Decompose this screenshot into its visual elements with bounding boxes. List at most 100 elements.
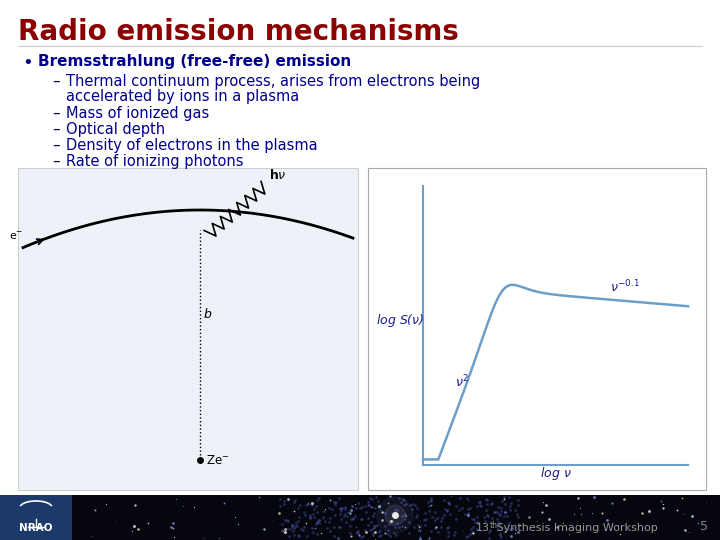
Point: [441, 505, 453, 514]
Point: [420, 515, 431, 523]
Point: [299, 508, 310, 517]
Point: [293, 513, 305, 522]
Point: [323, 503, 335, 512]
Point: [340, 503, 351, 512]
Point: [300, 501, 312, 509]
Point: [314, 516, 325, 524]
Point: [426, 495, 437, 504]
Point: [346, 502, 358, 510]
Point: [492, 515, 503, 523]
Point: [400, 510, 411, 519]
Point: [429, 516, 441, 524]
Point: [407, 500, 418, 509]
Point: [328, 497, 339, 506]
Point: [464, 529, 475, 538]
Point: [289, 522, 301, 530]
Point: [310, 502, 322, 511]
Point: [347, 515, 359, 523]
Point: [276, 525, 288, 534]
Point: [284, 524, 296, 533]
Point: [497, 497, 508, 505]
Point: [399, 515, 410, 524]
Text: NRAO: NRAO: [19, 523, 53, 533]
Point: [364, 525, 376, 534]
Point: [328, 523, 340, 532]
Point: [289, 496, 301, 504]
Point: [276, 519, 288, 528]
Point: [486, 514, 498, 522]
Point: [344, 522, 356, 531]
Point: [307, 524, 318, 532]
Point: [389, 523, 400, 531]
Point: [310, 519, 322, 528]
Point: [495, 533, 507, 540]
Text: Rate of ionizing photons: Rate of ionizing photons: [66, 154, 243, 169]
Point: [352, 499, 364, 508]
Point: [454, 494, 466, 502]
Point: [292, 517, 304, 525]
Text: 13: 13: [476, 523, 490, 533]
Bar: [0, 495, 72, 540]
Point: [324, 514, 336, 523]
Point: [494, 530, 505, 539]
Point: [466, 515, 477, 523]
Point: [344, 529, 356, 537]
Point: [485, 525, 496, 534]
Point: [414, 525, 426, 534]
Point: [367, 512, 379, 521]
Point: [330, 511, 341, 519]
Point: [503, 525, 515, 534]
Point: [328, 531, 340, 540]
Point: [505, 524, 517, 533]
Point: [366, 495, 378, 503]
Point: [512, 495, 523, 504]
Point: [472, 512, 483, 521]
Point: [378, 507, 390, 516]
Point: [423, 498, 434, 507]
Point: [281, 516, 292, 524]
Point: [302, 532, 313, 540]
Point: [368, 522, 379, 531]
Point: [397, 522, 408, 531]
Point: [374, 532, 385, 540]
Point: [505, 506, 516, 515]
Point: [356, 502, 368, 511]
Point: [333, 534, 344, 540]
Point: [499, 500, 510, 508]
Point: [475, 501, 487, 510]
Point: [495, 507, 507, 515]
Point: [293, 531, 305, 540]
Point: [397, 494, 409, 503]
Point: [481, 510, 492, 519]
Point: [382, 530, 394, 538]
Point: [365, 502, 377, 511]
Point: [341, 511, 353, 520]
Point: [485, 500, 497, 509]
Point: [471, 518, 482, 527]
Point: [513, 501, 524, 509]
Point: [472, 502, 483, 510]
Point: [471, 525, 482, 534]
Point: [500, 512, 512, 521]
Point: [288, 523, 300, 532]
Text: Optical depth: Optical depth: [66, 122, 165, 137]
Point: [350, 511, 361, 520]
Point: [480, 495, 492, 503]
Point: [498, 511, 510, 520]
Text: –: –: [52, 138, 60, 153]
Point: [444, 510, 456, 518]
Point: [503, 492, 515, 501]
Point: [297, 526, 309, 535]
Point: [473, 498, 485, 507]
Point: [357, 532, 369, 540]
Point: [391, 531, 402, 539]
Point: [288, 497, 300, 506]
Point: [379, 522, 390, 530]
Point: [466, 525, 477, 534]
Point: [396, 511, 408, 520]
Point: [398, 500, 410, 509]
Point: [469, 517, 481, 526]
Point: [503, 521, 514, 530]
Point: [480, 506, 491, 515]
Point: [460, 532, 472, 540]
